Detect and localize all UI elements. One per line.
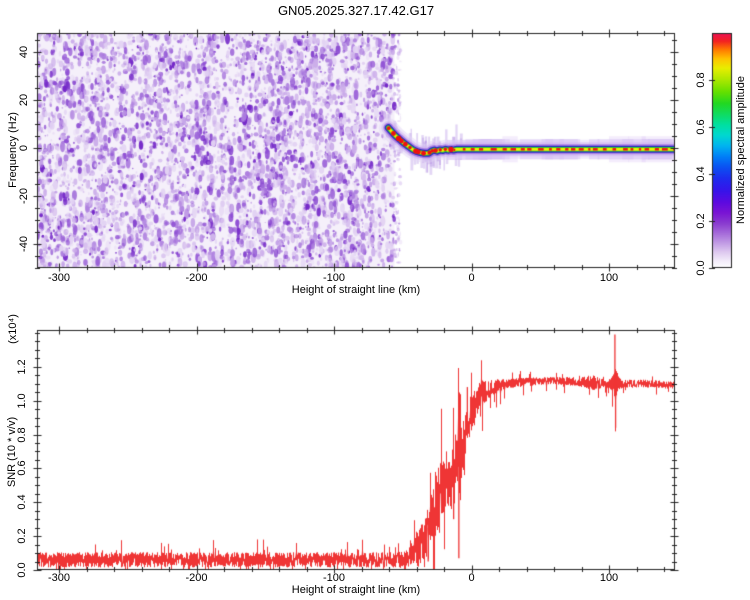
- colorbar-label: Normalized spectral amplitude: [735, 76, 747, 224]
- bottom-y-tick-label: 1.2: [16, 359, 28, 375]
- bottom-x-axis-label: Height of straight line (km): [291, 584, 421, 596]
- bottom-y-tick-label: 1.0: [16, 392, 28, 409]
- top-x-tick-label: 0: [468, 272, 475, 284]
- top-x-tick-label: -100: [322, 272, 346, 284]
- top-y-tick-label: 40: [18, 46, 30, 59]
- bottom-x-tick-label: 0: [468, 572, 475, 584]
- page-title: GN05.2025.327.17.42.G17: [277, 3, 435, 18]
- bottom-x-tick-label: -200: [185, 572, 208, 584]
- bottom-y-tick-label: 0.8: [16, 426, 28, 443]
- top-y-tick-label: -20: [18, 188, 30, 204]
- colorbar-tick-label: 0.4: [695, 166, 707, 182]
- top-y-tick-label: -40: [18, 236, 30, 252]
- colorbar-tick-label: 0.6: [695, 119, 707, 135]
- colorbar-tick-label: 0.2: [695, 213, 707, 229]
- top-y-tick-label: 20: [18, 94, 30, 107]
- top-x-tick-label: 100: [599, 272, 619, 284]
- bottom-y-tick-label: 0.4: [16, 494, 28, 510]
- snr-scale-note: (x10⁴): [7, 314, 19, 344]
- bottom-y-tick-label: 0.6: [16, 460, 28, 477]
- bottom-x-tick-label: 100: [599, 572, 619, 584]
- colorbar-tick-label: 0.0: [695, 260, 707, 276]
- colorbar-tick-label: 0.8: [695, 72, 707, 88]
- top-y-tick-label: 0: [18, 145, 30, 152]
- top-x-tick-label: -200: [185, 272, 208, 284]
- bottom-x-tick-label: -100: [322, 572, 346, 584]
- bottom-y-tick-label: 0.0: [16, 562, 28, 578]
- top-x-axis-label: Height of straight line (km): [291, 284, 421, 296]
- top-x-tick-label: -300: [47, 272, 71, 284]
- bottom-y-tick-label: 0.2: [16, 528, 28, 544]
- bottom-x-tick-label: -300: [47, 572, 71, 584]
